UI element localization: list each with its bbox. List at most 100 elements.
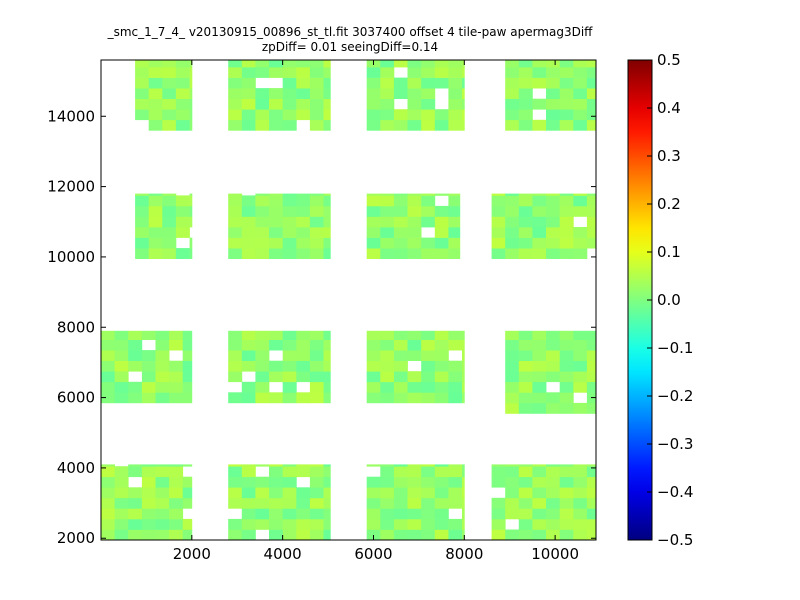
heatmap-cell [505, 476, 520, 488]
heatmap-cell [155, 381, 170, 393]
heatmap-cell [366, 350, 381, 361]
heatmap-cell [114, 466, 129, 478]
heatmap-cell [162, 98, 177, 110]
heatmap-cell [393, 60, 408, 68]
heatmap-cell [380, 466, 395, 478]
heatmap-cell [323, 237, 331, 249]
heatmap-cell [169, 476, 184, 488]
y-tick-label: 8000 [57, 318, 95, 336]
heatmap-cell [141, 476, 156, 488]
heatmap-cell [380, 360, 395, 372]
heatmap-cell [505, 402, 520, 414]
heatmap-cell [586, 487, 596, 499]
heatmap-cell [323, 330, 331, 340]
heatmap-cell [366, 119, 381, 131]
heatmap-cell [559, 237, 574, 249]
heatmap-cell [518, 518, 533, 530]
heatmap-cell [155, 497, 170, 509]
heatmap-cell [393, 529, 408, 540]
heatmap-cell [323, 466, 331, 478]
heatmap-cell [296, 371, 311, 383]
heatmap-cell [175, 119, 190, 131]
heatmap-cell [546, 508, 560, 520]
heatmap-cell [255, 487, 270, 499]
heatmap-cell [421, 119, 436, 131]
heatmap-cell [175, 205, 190, 217]
heatmap-cell [393, 371, 408, 383]
heatmap-cell [586, 195, 596, 207]
heatmap-cell [323, 227, 331, 238]
heatmap-cell [434, 339, 449, 351]
heatmap-cell [421, 371, 436, 383]
heatmap-cell [228, 237, 243, 249]
heatmap-cell [135, 195, 150, 207]
heatmap-cell [434, 248, 449, 259]
heatmap-cell [309, 193, 324, 196]
heatmap-cell [241, 339, 256, 351]
heatmap-cell [586, 60, 596, 68]
heatmap-cell [148, 60, 163, 68]
heatmap-cell [228, 67, 243, 78]
heatmap-cell [228, 476, 243, 488]
heatmap-cell [393, 476, 408, 488]
heatmap-cell [182, 529, 193, 540]
heatmap-cell [380, 476, 395, 488]
heatmap-cell [586, 67, 596, 78]
heatmap-cell [573, 508, 588, 520]
heatmap-cell [175, 60, 190, 68]
heatmap-cell [309, 330, 324, 340]
heatmap-cell [114, 508, 129, 520]
heatmap-cell [241, 109, 256, 121]
heatmap-cell [114, 476, 129, 488]
heatmap-cell [148, 227, 163, 238]
heatmap-cell [135, 60, 150, 68]
heatmap-cell [101, 339, 115, 351]
heatmap-cell [141, 487, 156, 499]
heatmap-cell [532, 60, 547, 68]
heatmap-cell [559, 508, 574, 520]
heatmap-cell [532, 67, 547, 78]
heatmap-cell [141, 371, 156, 383]
heatmap-cell [128, 381, 143, 393]
heatmap-cell [532, 195, 547, 207]
heatmap-cell [269, 195, 283, 207]
heatmap-cell [448, 248, 461, 259]
heatmap-cell [407, 216, 422, 228]
heatmap-cell [309, 119, 324, 131]
heatmap-cell [407, 476, 422, 488]
heatmap-cell [228, 227, 243, 238]
heatmap-cell [518, 88, 533, 99]
heatmap-cell [518, 371, 533, 383]
heatmap-cell [155, 350, 170, 361]
heatmap-cell [148, 205, 163, 217]
heatmap-cell [255, 248, 270, 259]
heatmap-cell [282, 205, 297, 217]
heatmap-cell [162, 119, 177, 131]
heatmap-cell [228, 98, 243, 110]
heatmap-cell [101, 508, 115, 520]
heatmap-cell [269, 529, 283, 540]
heatmap-cell [518, 402, 533, 414]
heatmap-cell [586, 508, 596, 520]
heatmap-cell [586, 339, 596, 351]
heatmap-cell [573, 487, 588, 499]
heatmap-cell [434, 518, 449, 530]
heatmap-cell [448, 529, 463, 540]
heatmap-cell [269, 248, 283, 259]
heatmap-cell [128, 464, 143, 467]
heatmap-cell [114, 381, 129, 393]
heatmap-cell [434, 60, 449, 68]
heatmap-cell [323, 195, 331, 207]
heatmap-cell [380, 60, 395, 68]
heatmap-cell [269, 464, 283, 467]
heatmap-cell [546, 464, 560, 467]
heatmap-cell [155, 339, 170, 351]
heatmap-cell [434, 205, 449, 217]
heatmap-cell [518, 350, 533, 361]
heatmap-cell [559, 529, 574, 540]
heatmap-cell [505, 98, 520, 110]
heatmap-cell [505, 487, 520, 499]
heatmap-cell [532, 529, 547, 540]
heatmap-cell [366, 77, 381, 89]
heatmap-cell [586, 350, 596, 361]
